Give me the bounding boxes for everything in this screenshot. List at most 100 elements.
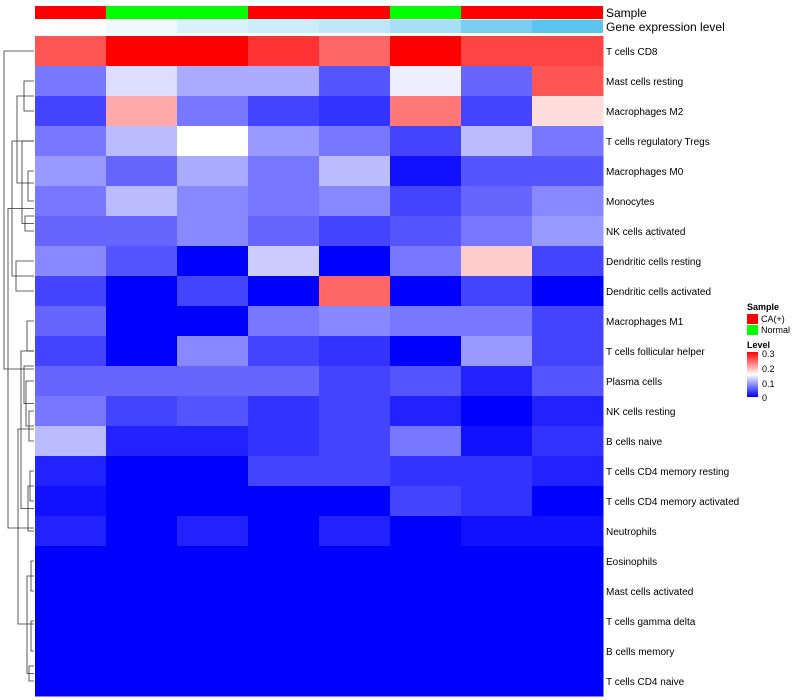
heatmap-cell: [319, 306, 391, 337]
heatmap-cell: [106, 486, 178, 517]
expression-level-annotation-cell: [390, 20, 461, 33]
sample-annotation-cell: [461, 6, 532, 19]
heatmap-cell: [532, 246, 604, 277]
row-label: Dendritic cells activated: [606, 287, 711, 298]
dendrogram-branch: [17, 428, 34, 625]
heatmap-cell: [35, 606, 107, 637]
annotation-label-gene-expression-level: Gene expression level: [606, 20, 725, 34]
heatmap-cell: [461, 336, 533, 367]
sample-annotation-cell: [177, 6, 248, 19]
heatmap-cell: [319, 366, 391, 397]
heatmap-cell: [461, 426, 533, 457]
heatmap-cell: [461, 66, 533, 97]
row-label: Macrophages M2: [606, 107, 684, 118]
heatmap-cell: [106, 366, 178, 397]
heatmap-cell: [35, 426, 107, 457]
heatmap-cell: [35, 126, 107, 157]
heatmap-cell: [390, 36, 462, 67]
heatmap-cell: [35, 636, 107, 667]
row-label: Mast cells activated: [606, 587, 693, 598]
legend-level-tick-1: 0.2: [762, 364, 775, 374]
heatmap-cell: [106, 216, 178, 247]
heatmap-cell: [390, 516, 462, 547]
heatmap-cell: [177, 336, 249, 367]
heatmap-cell: [390, 396, 462, 427]
row-label: Plasma cells: [606, 377, 662, 388]
heatmap-cell: [461, 186, 533, 217]
heatmap-cell: [177, 486, 249, 517]
row-label: Macrophages M0: [606, 167, 684, 178]
heatmap-cell: [35, 366, 107, 397]
heatmap-cell: [461, 666, 533, 697]
dendrogram-branch: [3, 50, 34, 370]
heatmap-cell: [35, 456, 107, 487]
heatmap-cell: [390, 366, 462, 397]
row-dendrogram: [3, 50, 34, 682]
row-label: Mast cells resting: [606, 77, 683, 88]
sample-annotation-cell: [35, 6, 106, 19]
heatmap-cell: [319, 576, 391, 607]
heatmap-cell: [319, 216, 391, 247]
sample-annotation-cell: [248, 6, 319, 19]
heatmap-cell: [35, 336, 107, 367]
row-label: Macrophages M1: [606, 317, 684, 328]
heatmap-cell: [177, 216, 249, 247]
row-label: Dendritic cells resting: [606, 257, 701, 268]
heatmap-cell: [532, 456, 604, 487]
sample-annotation-cell: [106, 6, 177, 19]
heatmap-cell: [461, 216, 533, 247]
heatmap-cell: [248, 96, 320, 127]
heatmap-cell: [532, 516, 604, 547]
legend-sample-swatch-normal: [747, 325, 758, 335]
heatmap-cell: [248, 606, 320, 637]
heatmap-cell: [177, 426, 249, 457]
heatmap-cell: [390, 276, 462, 307]
heatmap-cell: [106, 96, 178, 127]
legend-level-tick-0: 0.3: [762, 349, 775, 359]
heatmap-cell: [35, 486, 107, 517]
heatmap-cell: [248, 366, 320, 397]
heatmap-cell: [35, 576, 107, 607]
heatmap-cell: [319, 276, 391, 307]
expression-level-annotation-cell: [319, 20, 390, 33]
heatmap-cell: [177, 366, 249, 397]
row-label: T cells CD4 memory resting: [606, 467, 729, 478]
heatmap-cell: [390, 546, 462, 577]
expression-level-annotation-cell: [248, 20, 319, 33]
row-label: T cells regulatory Tregs: [606, 137, 710, 148]
heatmap-cell: [461, 636, 533, 667]
heatmap-cell: [106, 576, 178, 607]
expression-level-annotation-cell: [177, 20, 248, 33]
heatmap-cell: [461, 246, 533, 277]
row-label: NK cells activated: [606, 227, 685, 238]
heatmap-cell: [248, 666, 320, 697]
heatmap-cell: [177, 66, 249, 97]
heatmap-cell: [106, 66, 178, 97]
heatmap-cell: [106, 666, 178, 697]
heatmap-cell: [106, 246, 178, 277]
heatmap-cell: [532, 96, 604, 127]
expression-level-annotation-cell: [106, 20, 177, 33]
legend-sample-swatch-ca: [747, 314, 758, 324]
heatmap-cell: [319, 546, 391, 577]
row-label: T cells follicular helper: [606, 347, 705, 358]
heatmap-cell: [177, 546, 249, 577]
heatmap-cell: [248, 66, 320, 97]
heatmap-cell: [319, 396, 391, 427]
dendrogram-branch: [23, 365, 34, 404]
heatmap-cell: [390, 336, 462, 367]
heatmap-cell: [461, 36, 533, 67]
heatmap-cell: [248, 426, 320, 457]
heatmap-cell: [248, 336, 320, 367]
heatmap-cell: [35, 66, 107, 97]
heatmap-cell: [390, 306, 462, 337]
heatmap-cell: [319, 126, 391, 157]
heatmap-cell: [461, 396, 533, 427]
heatmap-cell: [35, 306, 107, 337]
heatmap-cell: [461, 276, 533, 307]
heatmap-cell: [177, 36, 249, 67]
heatmap-cell: [532, 276, 604, 307]
heatmap-cell: [532, 546, 604, 577]
heatmap-cell: [319, 636, 391, 667]
